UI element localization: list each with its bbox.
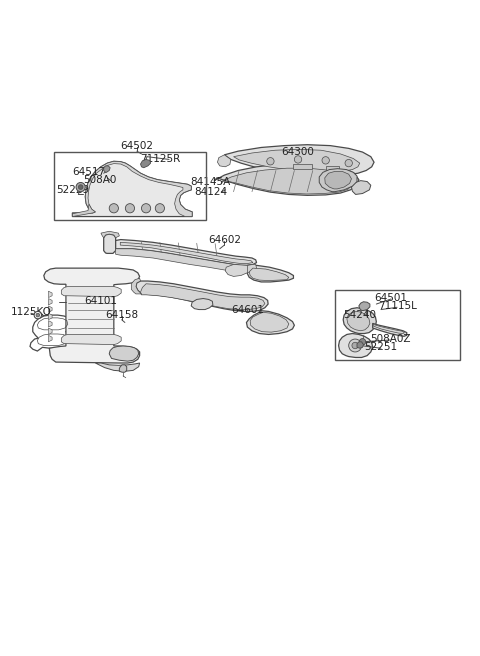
Text: 64602: 64602 [208,236,241,245]
Polygon shape [109,346,139,361]
Circle shape [76,182,85,192]
Polygon shape [48,291,52,298]
Polygon shape [116,249,257,273]
Text: 71125R: 71125R [140,154,180,163]
Circle shape [36,314,40,317]
Polygon shape [214,163,359,195]
Polygon shape [191,298,213,310]
Text: 71115L: 71115L [378,301,417,312]
Polygon shape [72,204,96,216]
Text: 64300: 64300 [282,147,314,157]
Circle shape [109,203,119,213]
Polygon shape [246,310,294,335]
Circle shape [267,157,274,165]
Polygon shape [357,342,363,348]
Text: 52229: 52229 [56,185,89,195]
Polygon shape [85,161,192,216]
Circle shape [78,185,83,190]
Text: 1125KO: 1125KO [11,308,51,318]
Circle shape [348,339,361,352]
Bar [335,290,460,360]
Text: 84145A: 84145A [191,178,231,188]
Polygon shape [48,321,52,327]
Bar [54,152,206,220]
Polygon shape [293,164,312,169]
Circle shape [294,155,302,163]
Text: 64517: 64517 [72,167,105,177]
Text: 52251: 52251 [364,342,397,352]
Polygon shape [247,266,293,282]
Polygon shape [347,312,370,331]
Polygon shape [224,145,374,176]
Polygon shape [319,169,357,192]
Circle shape [360,338,366,345]
Polygon shape [44,268,140,363]
Circle shape [155,203,165,213]
Circle shape [322,157,329,164]
Polygon shape [136,281,268,312]
Text: 64502: 64502 [120,141,153,151]
Polygon shape [359,302,370,310]
Polygon shape [132,278,142,294]
Text: 54240: 54240 [343,310,376,320]
Circle shape [34,312,41,319]
Polygon shape [72,161,192,216]
Polygon shape [325,171,351,189]
Circle shape [352,342,359,349]
Polygon shape [61,335,121,344]
Polygon shape [48,335,52,342]
Text: 64101: 64101 [84,297,118,306]
Polygon shape [325,166,339,169]
Polygon shape [372,323,407,337]
Polygon shape [48,298,52,305]
Polygon shape [104,166,110,173]
Polygon shape [217,155,231,167]
Text: 64601: 64601 [231,304,264,315]
Polygon shape [120,365,127,372]
Text: 64501: 64501 [374,293,408,303]
Polygon shape [61,287,121,297]
Polygon shape [104,234,116,253]
Polygon shape [372,324,405,333]
Polygon shape [48,314,52,319]
Polygon shape [351,180,371,194]
Circle shape [125,203,134,213]
Polygon shape [222,168,352,194]
Polygon shape [250,312,289,332]
Circle shape [142,203,151,213]
Polygon shape [225,264,247,276]
Polygon shape [116,239,257,266]
Text: 84124: 84124 [194,187,227,197]
Polygon shape [101,232,120,237]
Text: 64158: 64158 [105,310,138,320]
Polygon shape [338,333,372,358]
Polygon shape [141,159,151,168]
Polygon shape [343,308,376,333]
Polygon shape [96,363,140,371]
Polygon shape [48,306,52,312]
Polygon shape [141,284,265,310]
Polygon shape [48,328,52,335]
Polygon shape [120,242,253,264]
Circle shape [345,159,352,167]
Text: 508A0Z: 508A0Z [370,334,410,344]
Polygon shape [234,150,360,173]
Text: 508A0: 508A0 [84,174,117,185]
Polygon shape [249,268,289,281]
